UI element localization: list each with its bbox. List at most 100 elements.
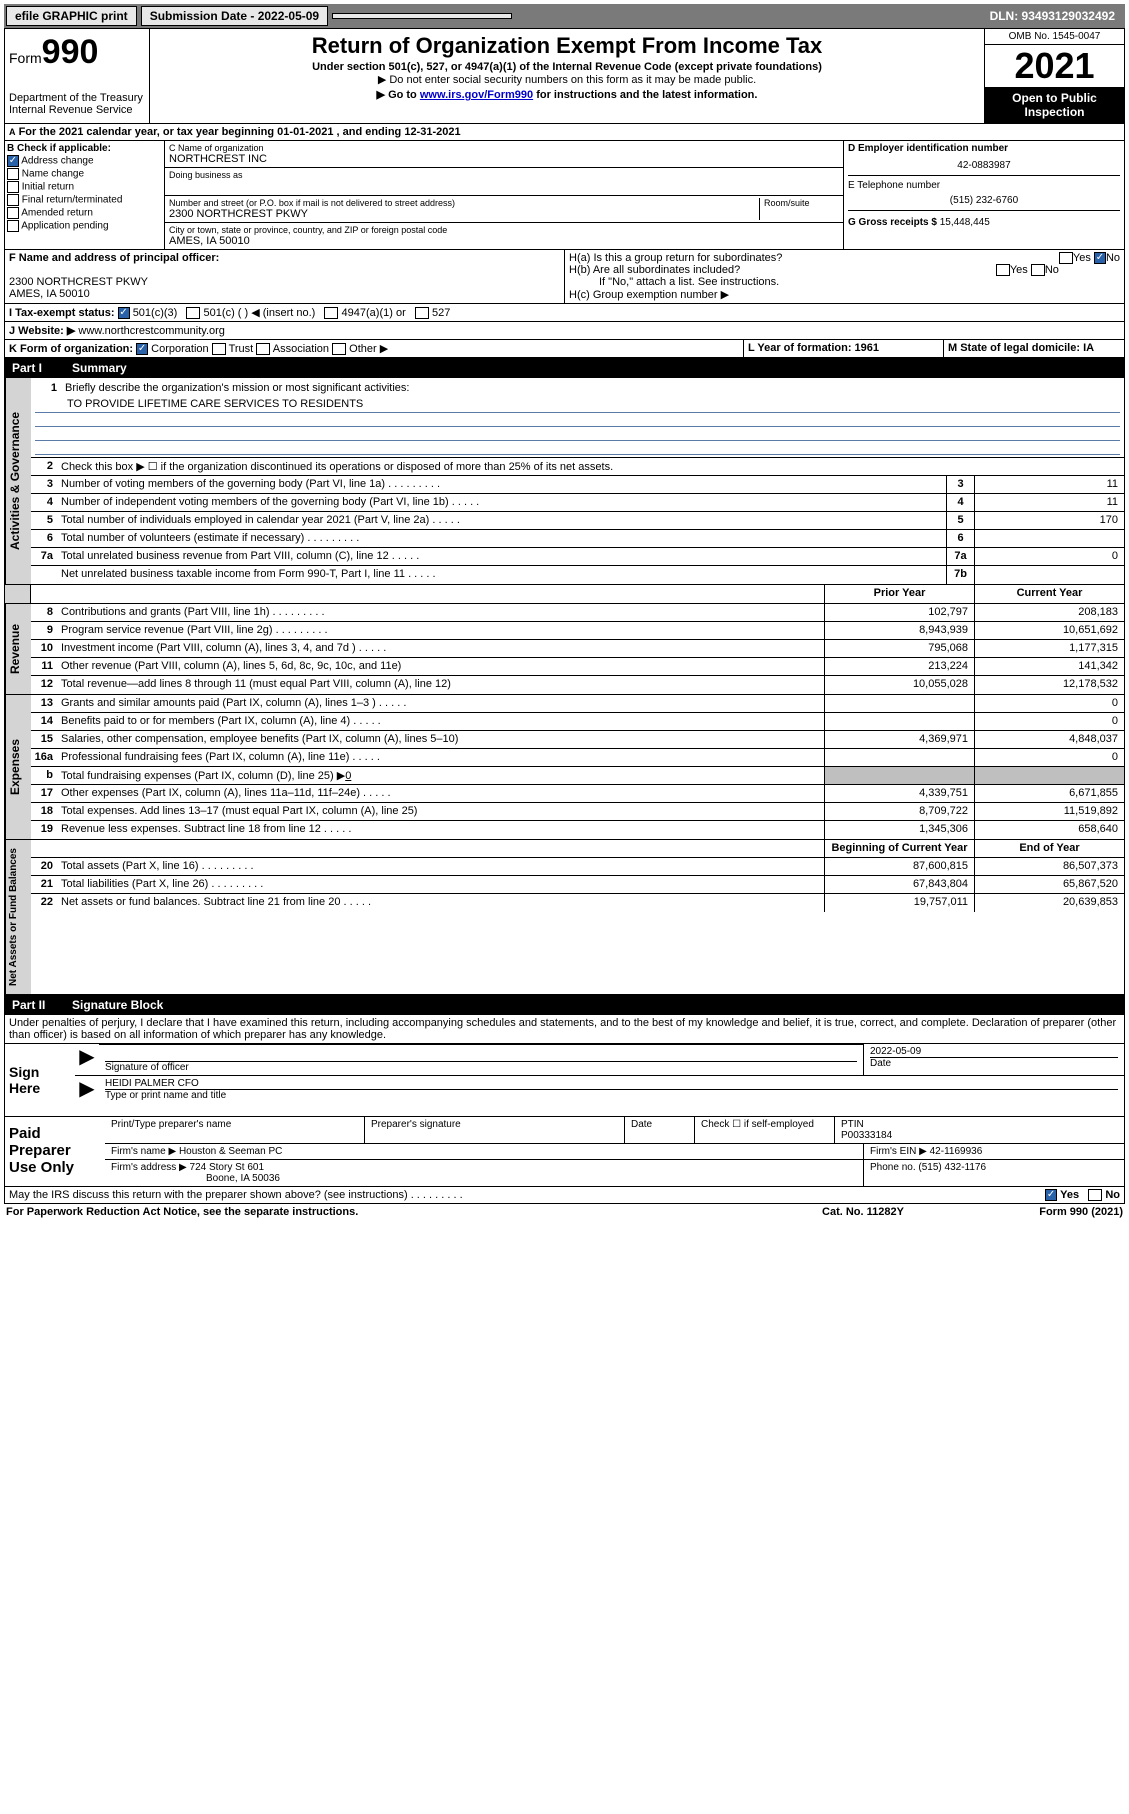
- vlabel-spacer: [5, 585, 31, 603]
- street-address: Number and street (or P.O. box if mail i…: [165, 196, 843, 223]
- irs-link[interactable]: www.irs.gov/Form990: [420, 89, 533, 101]
- firm-ein: Firm's EIN ▶ 42-1169936: [864, 1144, 1124, 1159]
- v7b: [974, 566, 1124, 584]
- c17: 6,671,855: [974, 785, 1124, 802]
- firm-name: Firm's name ▶ Houston & Seeman PC: [105, 1144, 864, 1159]
- check-final[interactable]: Final return/terminated: [7, 194, 162, 206]
- dept-treasury: Department of the Treasury Internal Reve…: [9, 92, 145, 116]
- dba: Doing business as: [165, 168, 843, 196]
- box-f: F Name and address of principal officer:…: [5, 250, 565, 303]
- prep-sig-label: Preparer's signature: [365, 1117, 625, 1143]
- vlabel-revenue: Revenue: [5, 604, 31, 694]
- row-j-website: J Website: ▶ www.northcrestcommunity.org: [5, 322, 1124, 339]
- paid-preparer-label: Paid Preparer Use Only: [5, 1117, 105, 1186]
- p11: 213,224: [824, 658, 974, 675]
- p15: 4,369,971: [824, 731, 974, 748]
- q22: Net assets or fund balances. Subtract li…: [59, 894, 824, 912]
- q11: Other revenue (Part VIII, column (A), li…: [59, 658, 824, 675]
- topbar: efile GRAPHIC print Submission Date - 20…: [4, 4, 1125, 28]
- p20: 87,600,815: [824, 858, 974, 875]
- q17: Other expenses (Part IX, column (A), lin…: [59, 785, 824, 802]
- sign-here-label: Sign Here: [5, 1044, 75, 1116]
- ein: D Employer identification number 42-0883…: [848, 143, 1120, 176]
- prep-date-label: Date: [625, 1117, 695, 1143]
- p14: [824, 713, 974, 730]
- c21: 65,867,520: [974, 876, 1124, 893]
- vlabel-activities: Activities & Governance: [5, 378, 31, 584]
- sig-date: 2022-05-09: [870, 1046, 1118, 1057]
- date-label: Date: [870, 1057, 1118, 1069]
- check-self[interactable]: Check ☐ if self-employed: [695, 1117, 835, 1143]
- p22: 19,757,011: [824, 894, 974, 912]
- p18: 8,709,722: [824, 803, 974, 820]
- h-c: H(c) Group exemption number ▶: [569, 288, 1120, 301]
- v7a: 0: [974, 548, 1124, 565]
- footer-form: Form 990 (2021): [963, 1206, 1123, 1218]
- c15: 4,848,037: [974, 731, 1124, 748]
- declaration: Under penalties of perjury, I declare th…: [4, 1015, 1125, 1044]
- dln: DLN: 93493129032492: [990, 9, 1123, 23]
- h-b: H(b) Are all subordinates included? Yes …: [569, 264, 1120, 276]
- hdr-prior: Prior Year: [824, 585, 974, 603]
- officer-name-title: HEIDI PALMER CFO: [105, 1078, 1118, 1089]
- hdr-curr: Current Year: [974, 585, 1124, 603]
- q18: Total expenses. Add lines 13–17 (must eq…: [59, 803, 824, 820]
- q14: Benefits paid to or for members (Part IX…: [59, 713, 824, 730]
- q13: Grants and similar amounts paid (Part IX…: [59, 695, 824, 712]
- subtitle-1: Under section 501(c), 527, or 4947(a)(1)…: [154, 61, 980, 73]
- vlabel-netassets: Net Assets or Fund Balances: [5, 840, 31, 994]
- q4: Number of independent voting members of …: [59, 494, 946, 511]
- check-initial[interactable]: Initial return: [7, 181, 162, 193]
- may-irs-row: May the IRS discuss this return with the…: [4, 1187, 1125, 1204]
- v4: 11: [974, 494, 1124, 511]
- p16a: [824, 749, 974, 766]
- main-title: Return of Organization Exempt From Incom…: [154, 33, 980, 59]
- firm-phone: Phone no. (515) 432-1176: [864, 1160, 1124, 1186]
- q9: Program service revenue (Part VIII, line…: [59, 622, 824, 639]
- p12: 10,055,028: [824, 676, 974, 694]
- row-l: L Year of formation: 1961: [744, 340, 944, 357]
- q19: Revenue less expenses. Subtract line 18 …: [59, 821, 824, 839]
- c9: 10,651,692: [974, 622, 1124, 639]
- h-b-note: If "No," attach a list. See instructions…: [569, 276, 1120, 288]
- efile-button[interactable]: efile GRAPHIC print: [6, 6, 137, 26]
- q6: Total number of volunteers (estimate if …: [59, 530, 946, 547]
- q12: Total revenue—add lines 8 through 11 (mu…: [59, 676, 824, 694]
- check-address[interactable]: Address change: [7, 155, 162, 167]
- v5: 170: [974, 512, 1124, 529]
- check-app-pending[interactable]: Application pending: [7, 220, 162, 232]
- c11: 141,342: [974, 658, 1124, 675]
- form-number: Form990: [9, 33, 145, 72]
- q7b: Net unrelated business taxable income fr…: [59, 566, 946, 584]
- part-1-header: Part I Summary: [4, 358, 1125, 378]
- footer-pra: For Paperwork Reduction Act Notice, see …: [6, 1206, 763, 1218]
- part-2-header: Part II Signature Block: [4, 995, 1125, 1015]
- open-public: Open to Public Inspection: [985, 87, 1124, 123]
- c14: 0: [974, 713, 1124, 730]
- check-amended[interactable]: Amended return: [7, 207, 162, 219]
- q2: Check this box ▶ ☐ if the organization d…: [59, 458, 1124, 475]
- q16b: Total fundraising expenses (Part IX, col…: [59, 767, 824, 784]
- c16a: 0: [974, 749, 1124, 766]
- q1: Briefly describe the organization's miss…: [63, 380, 1120, 396]
- p13: [824, 695, 974, 712]
- print-name-label: Print/Type preparer's name: [105, 1117, 365, 1143]
- p17: 4,339,751: [824, 785, 974, 802]
- org-name: C Name of organization NORTHCREST INC: [165, 141, 843, 168]
- c22: 20,639,853: [974, 894, 1124, 912]
- arrow-icon: ▶: [75, 1076, 99, 1103]
- v3: 11: [974, 476, 1124, 493]
- q8: Contributions and grants (Part VIII, lin…: [59, 604, 824, 621]
- footer-cat: Cat. No. 11282Y: [763, 1206, 963, 1218]
- q21: Total liabilities (Part X, line 26): [59, 876, 824, 893]
- p21: 67,843,804: [824, 876, 974, 893]
- mission: TO PROVIDE LIFETIME CARE SERVICES TO RES…: [35, 396, 1120, 413]
- c16b: [974, 767, 1124, 784]
- hdr-end: End of Year: [974, 840, 1124, 857]
- firm-address: Firm's address ▶ 724 Story St 601 Boone,…: [105, 1160, 864, 1186]
- h-a: H(a) Is this a group return for subordin…: [569, 252, 1120, 264]
- submission-date: Submission Date - 2022-05-09: [141, 6, 328, 26]
- q16a: Professional fundraising fees (Part IX, …: [59, 749, 824, 766]
- check-name[interactable]: Name change: [7, 168, 162, 180]
- q20: Total assets (Part X, line 16): [59, 858, 824, 875]
